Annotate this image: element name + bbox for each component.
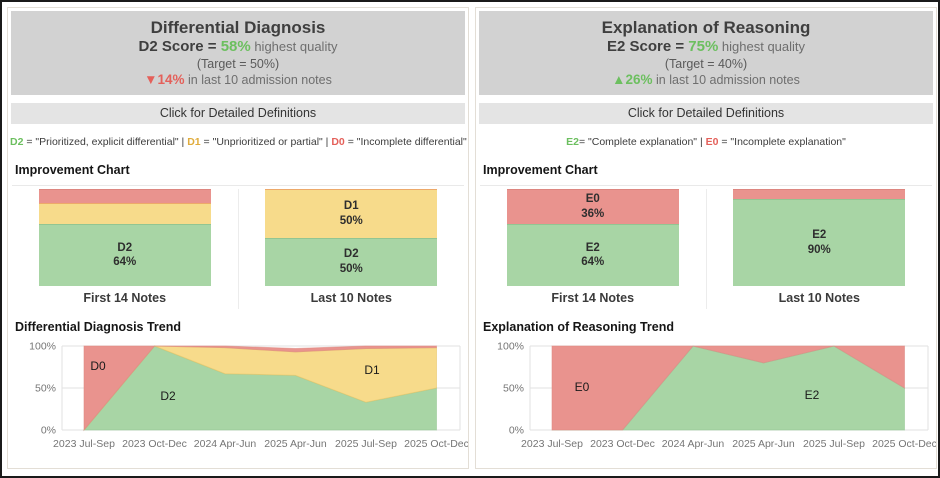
definition-code: E2 — [566, 136, 579, 148]
improvement-chart-title: Improvement Chart — [483, 163, 598, 177]
stacked-bar[interactable]: E2 90% — [733, 189, 906, 286]
score-note: highest quality — [250, 39, 338, 54]
x-tick-label: 2025 Oct-Dec — [872, 438, 937, 450]
stacked-bar[interactable]: D1 50% D2 50% — [265, 189, 438, 286]
bar-column: E2 90% Last 10 Notes — [705, 189, 933, 309]
panel-explanation-of-reasoning: Explanation of Reasoning E2 Score = 75% … — [475, 7, 937, 469]
definition-code: D2 — [10, 136, 24, 148]
definition-code: D1 — [187, 136, 201, 148]
bar-segment-D1[interactable]: D1 50% — [265, 189, 438, 238]
y-tick-label: 50% — [35, 383, 56, 395]
y-tick-label: 100% — [29, 341, 56, 353]
detailed-definitions-button[interactable]: Click for Detailed Definitions — [479, 103, 933, 124]
definition-code: = "Incomplete explanation" — [718, 136, 846, 148]
area-series-D0[interactable] — [83, 345, 437, 432]
panel-differential-diagnosis: Differential Diagnosis D2 Score = 58% hi… — [7, 7, 469, 469]
x-tick-label: 2025 Apr-Jun — [264, 438, 327, 450]
trend-svg: 0% 50% 100% D0 D2 D1 2023 Jul-Sep 2023 Oct-Dec 2… — [29, 341, 469, 451]
x-tick-label: 2025 Jul-Sep — [335, 438, 397, 450]
trend-chart-title: Differential Diagnosis Trend — [15, 320, 182, 334]
definition-code: D0 — [331, 136, 345, 148]
y-tick-label: 50% — [503, 383, 524, 395]
definition-code: = "Incomplete differential" — [344, 136, 467, 148]
area-label-D0: D0 — [90, 359, 106, 373]
stacked-bar[interactable]: E0 36% E2 64% — [506, 189, 679, 286]
bar-category-label: First 14 Notes — [551, 291, 635, 305]
definition-code: = "Complete explanation" | — [578, 136, 706, 148]
area-label-E2: E2 — [805, 388, 820, 402]
definition-code: = "Prioritized, explicit differential" | — [23, 136, 188, 148]
bar-column: E0 36% E2 64% First 14 Notes — [480, 189, 706, 309]
x-tick-label: 2025 Jul-Sep — [803, 438, 865, 450]
y-tick-label: 0% — [41, 425, 56, 437]
target-line: (Target = 50%) — [196, 56, 280, 71]
y-tick-label: 0% — [509, 425, 524, 437]
panel-title: Differential Diagnosis — [150, 17, 326, 37]
definition-code: E0 — [705, 136, 719, 148]
area-label-E0: E0 — [575, 380, 590, 394]
x-tick-label: 2023 Jul-Sep — [53, 438, 115, 450]
definitions-legend: D2 = "Prioritized, explicit differential… — [10, 136, 467, 151]
x-tick-label: 2025 Oct-Dec — [404, 438, 469, 450]
score-note: highest quality — [718, 39, 806, 54]
bar-segment-E0[interactable] — [733, 189, 906, 199]
delta-arrow-icon: ▼14% — [144, 72, 185, 88]
stacked-bar[interactable]: D2 64% — [38, 189, 211, 286]
area-label-D2: D2 — [160, 389, 176, 403]
bar-segment-D1[interactable] — [38, 202, 211, 224]
improvement-bar-chart[interactable]: D2 64% First 14 Notes D1 50% D2 50% Last 10 Not… — [12, 185, 464, 309]
area-label-D1: D1 — [364, 363, 380, 377]
bar-category-label: Last 10 Notes — [778, 291, 860, 305]
bar-segment-E0[interactable]: E0 36% — [506, 189, 679, 224]
bar-segment-D2[interactable]: D2 50% — [265, 237, 438, 286]
x-tick-label: 2023 Jul-Sep — [521, 438, 583, 450]
delta-arrow-icon: ▲26% — [612, 72, 653, 88]
bar-segment-D0[interactable] — [38, 189, 211, 203]
x-tick-label: 2023 Oct-Dec — [590, 438, 655, 450]
panel-title: Explanation of Reasoning — [601, 17, 811, 37]
x-tick-label: 2024 Apr-Jun — [662, 438, 725, 450]
improvement-bar-chart[interactable]: E0 36% E2 64% First 14 Notes E2 90% Last 10 Not… — [480, 185, 932, 309]
x-tick-label: 2025 Apr-Jun — [732, 438, 795, 450]
bar-category-label: Last 10 Notes — [310, 291, 392, 305]
bar-segment-D2[interactable]: D2 64% — [38, 223, 211, 286]
score-value: 75% — [688, 38, 719, 55]
score-line: D2 Score = 58% highest quality — [11, 38, 465, 57]
trend-chart-title: Explanation of Reasoning Trend — [483, 320, 674, 334]
score-label: E2 Score = — [606, 38, 689, 55]
trend-svg: 0% 50% 100% E0 E2 2023 Jul-Sep 2023 Oct-Dec 202… — [497, 341, 937, 451]
definition-code: = "Unprioritized or partial" | — [200, 136, 332, 148]
header-differential: Differential Diagnosis D2 Score = 58% hi… — [11, 11, 465, 95]
area-series-E0[interactable] — [551, 345, 905, 431]
bar-segment-E2[interactable]: E2 90% — [733, 198, 906, 286]
delta-line: ▼14% in last 10 admission notes — [11, 72, 465, 89]
trend-area-chart[interactable]: 0% 50% 100% E0 E2 2023 Jul-Sep 2023 Oct-Dec 202… — [478, 338, 936, 463]
bar-column: D1 50% D2 50% Last 10 Notes — [237, 189, 465, 309]
detailed-definitions-button[interactable]: Click for Detailed Definitions — [11, 103, 465, 124]
bar-segment-E2[interactable]: E2 64% — [506, 223, 679, 286]
x-tick-label: 2024 Apr-Jun — [194, 438, 257, 450]
definitions-legend: E2= "Complete explanation" | E0 = "Incom… — [478, 136, 934, 151]
header-explanation: Explanation of Reasoning E2 Score = 75% … — [479, 11, 933, 95]
x-tick-label: 2023 Oct-Dec — [122, 438, 187, 450]
score-label: D2 Score = — [138, 38, 221, 55]
score-value: 58% — [220, 38, 251, 55]
delta-line: ▲26% in last 10 admission notes — [479, 72, 933, 89]
target-line: (Target = 40%) — [664, 56, 748, 71]
score-line: E2 Score = 75% highest quality — [479, 38, 933, 57]
y-tick-label: 100% — [497, 341, 524, 353]
bar-category-label: First 14 Notes — [83, 291, 167, 305]
delta-note: in last 10 admission notes — [184, 73, 332, 88]
trend-area-chart[interactable]: 0% 50% 100% D0 D2 D1 2023 Jul-Sep 2023 Oct-Dec 2… — [10, 338, 468, 463]
delta-note: in last 10 admission notes — [652, 73, 800, 88]
improvement-chart-title: Improvement Chart — [15, 163, 130, 177]
bar-column: D2 64% First 14 Notes — [12, 189, 238, 309]
